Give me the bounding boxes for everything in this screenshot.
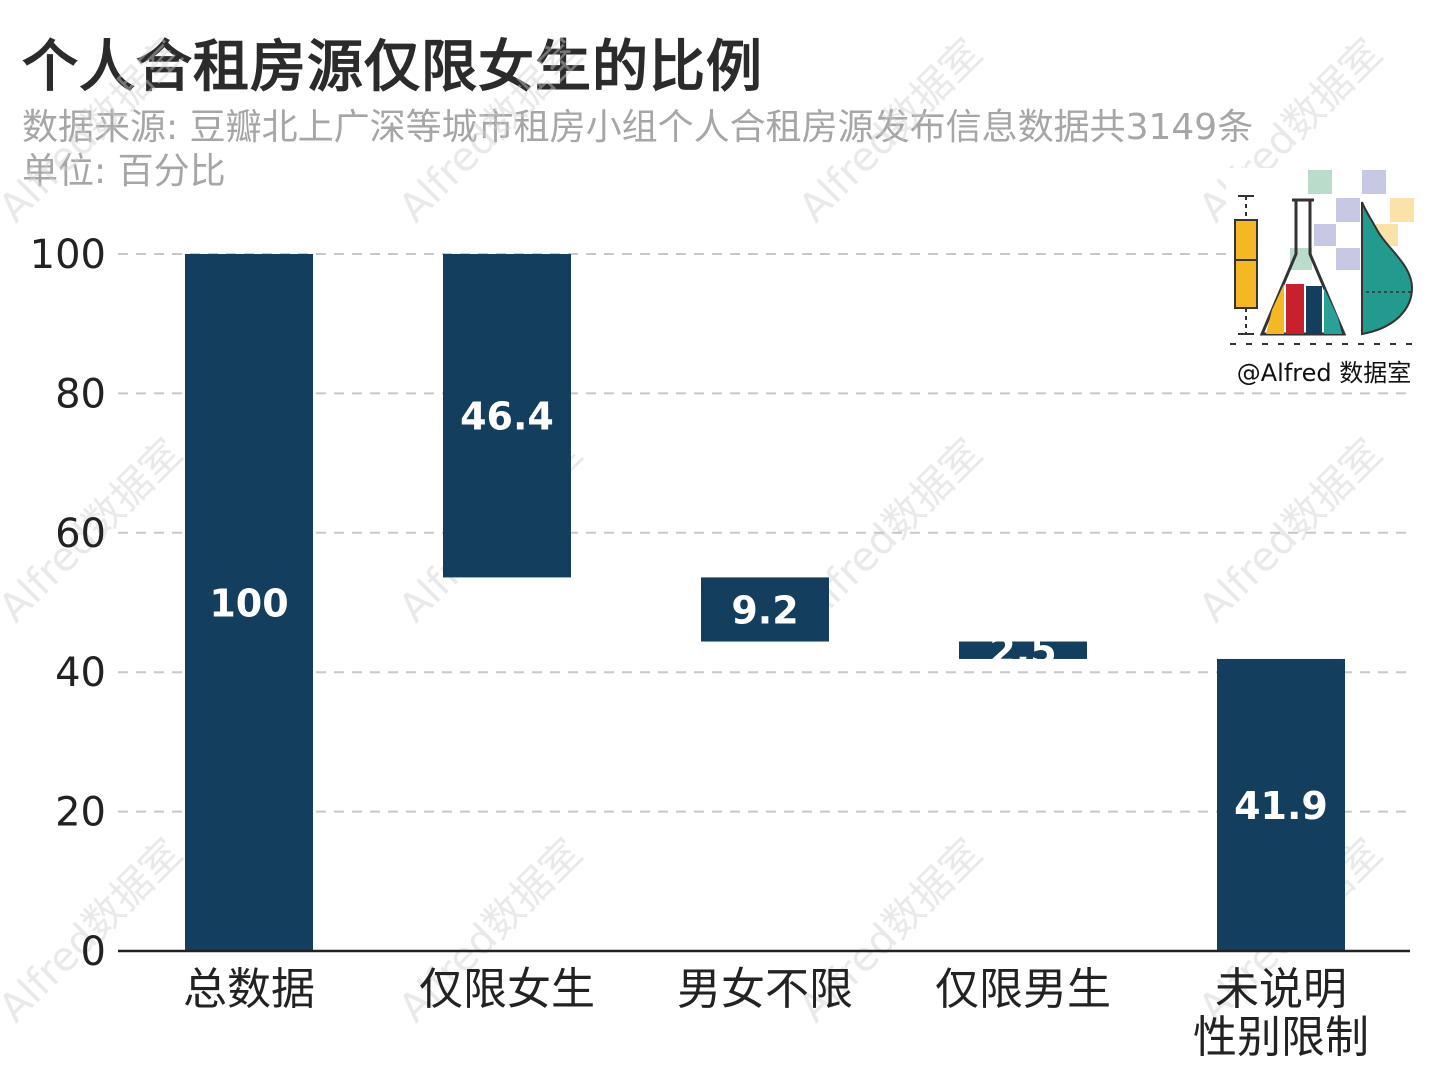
bar	[1217, 658, 1345, 951]
logo-text: @Alfred 数据室	[1236, 359, 1412, 387]
y-tick-label: 40	[55, 650, 106, 696]
data-labels: 100 46.4 9.2 2.5 41.9	[209, 395, 1328, 828]
y-tick-label: 60	[55, 511, 106, 557]
y-axis-ticks: 0 20 40 60 80 100	[30, 232, 106, 975]
data-label: 9.2	[731, 588, 798, 632]
chart-title: 个人合租房源仅限女生的比例	[22, 35, 763, 100]
x-tick-label: 总数据	[183, 964, 315, 1015]
x-tick-label: 男女不限	[677, 964, 853, 1015]
subtitle-source: 数据来源: 豆瓣北上广深等城市租房小组个人合租房源发布信息数据共3149条	[22, 107, 1254, 148]
watermark-text: Alfred数据室	[790, 30, 991, 231]
x-tick-label: 仅限男生	[935, 964, 1111, 1015]
subtitle-unit: 单位: 百分比	[22, 151, 226, 192]
data-label: 100	[209, 582, 288, 626]
data-label: 41.9	[1234, 784, 1328, 828]
watermark-text: Alfred数据室	[390, 30, 591, 231]
data-label: 2.5	[989, 629, 1056, 673]
y-tick-label: 0	[81, 929, 106, 975]
bars	[185, 254, 1345, 951]
bar	[701, 577, 829, 642]
bar	[959, 641, 1087, 659]
watermark-text: Alfred数据室	[1190, 430, 1391, 631]
chart-subtitle: 数据来源: 豆瓣北上广深等城市租房小组个人合租房源发布信息数据共3149条 单位…	[22, 106, 1253, 194]
x-tick-label: 未说明	[1215, 964, 1347, 1015]
data-label: 46.4	[460, 395, 554, 439]
watermark-text: Alfred数据室	[0, 30, 191, 231]
y-tick-label: 20	[55, 790, 106, 836]
y-tick-label: 100	[30, 232, 106, 278]
y-tick-label: 80	[55, 371, 106, 417]
bar	[185, 254, 313, 951]
brand-logo: @Alfred 数据室	[1226, 168, 1422, 390]
x-tick-label: 性别限制	[1193, 1012, 1369, 1063]
x-tick-label: 仅限女生	[419, 964, 595, 1015]
flask-chart-icon	[1230, 170, 1418, 345]
bar	[443, 254, 571, 578]
